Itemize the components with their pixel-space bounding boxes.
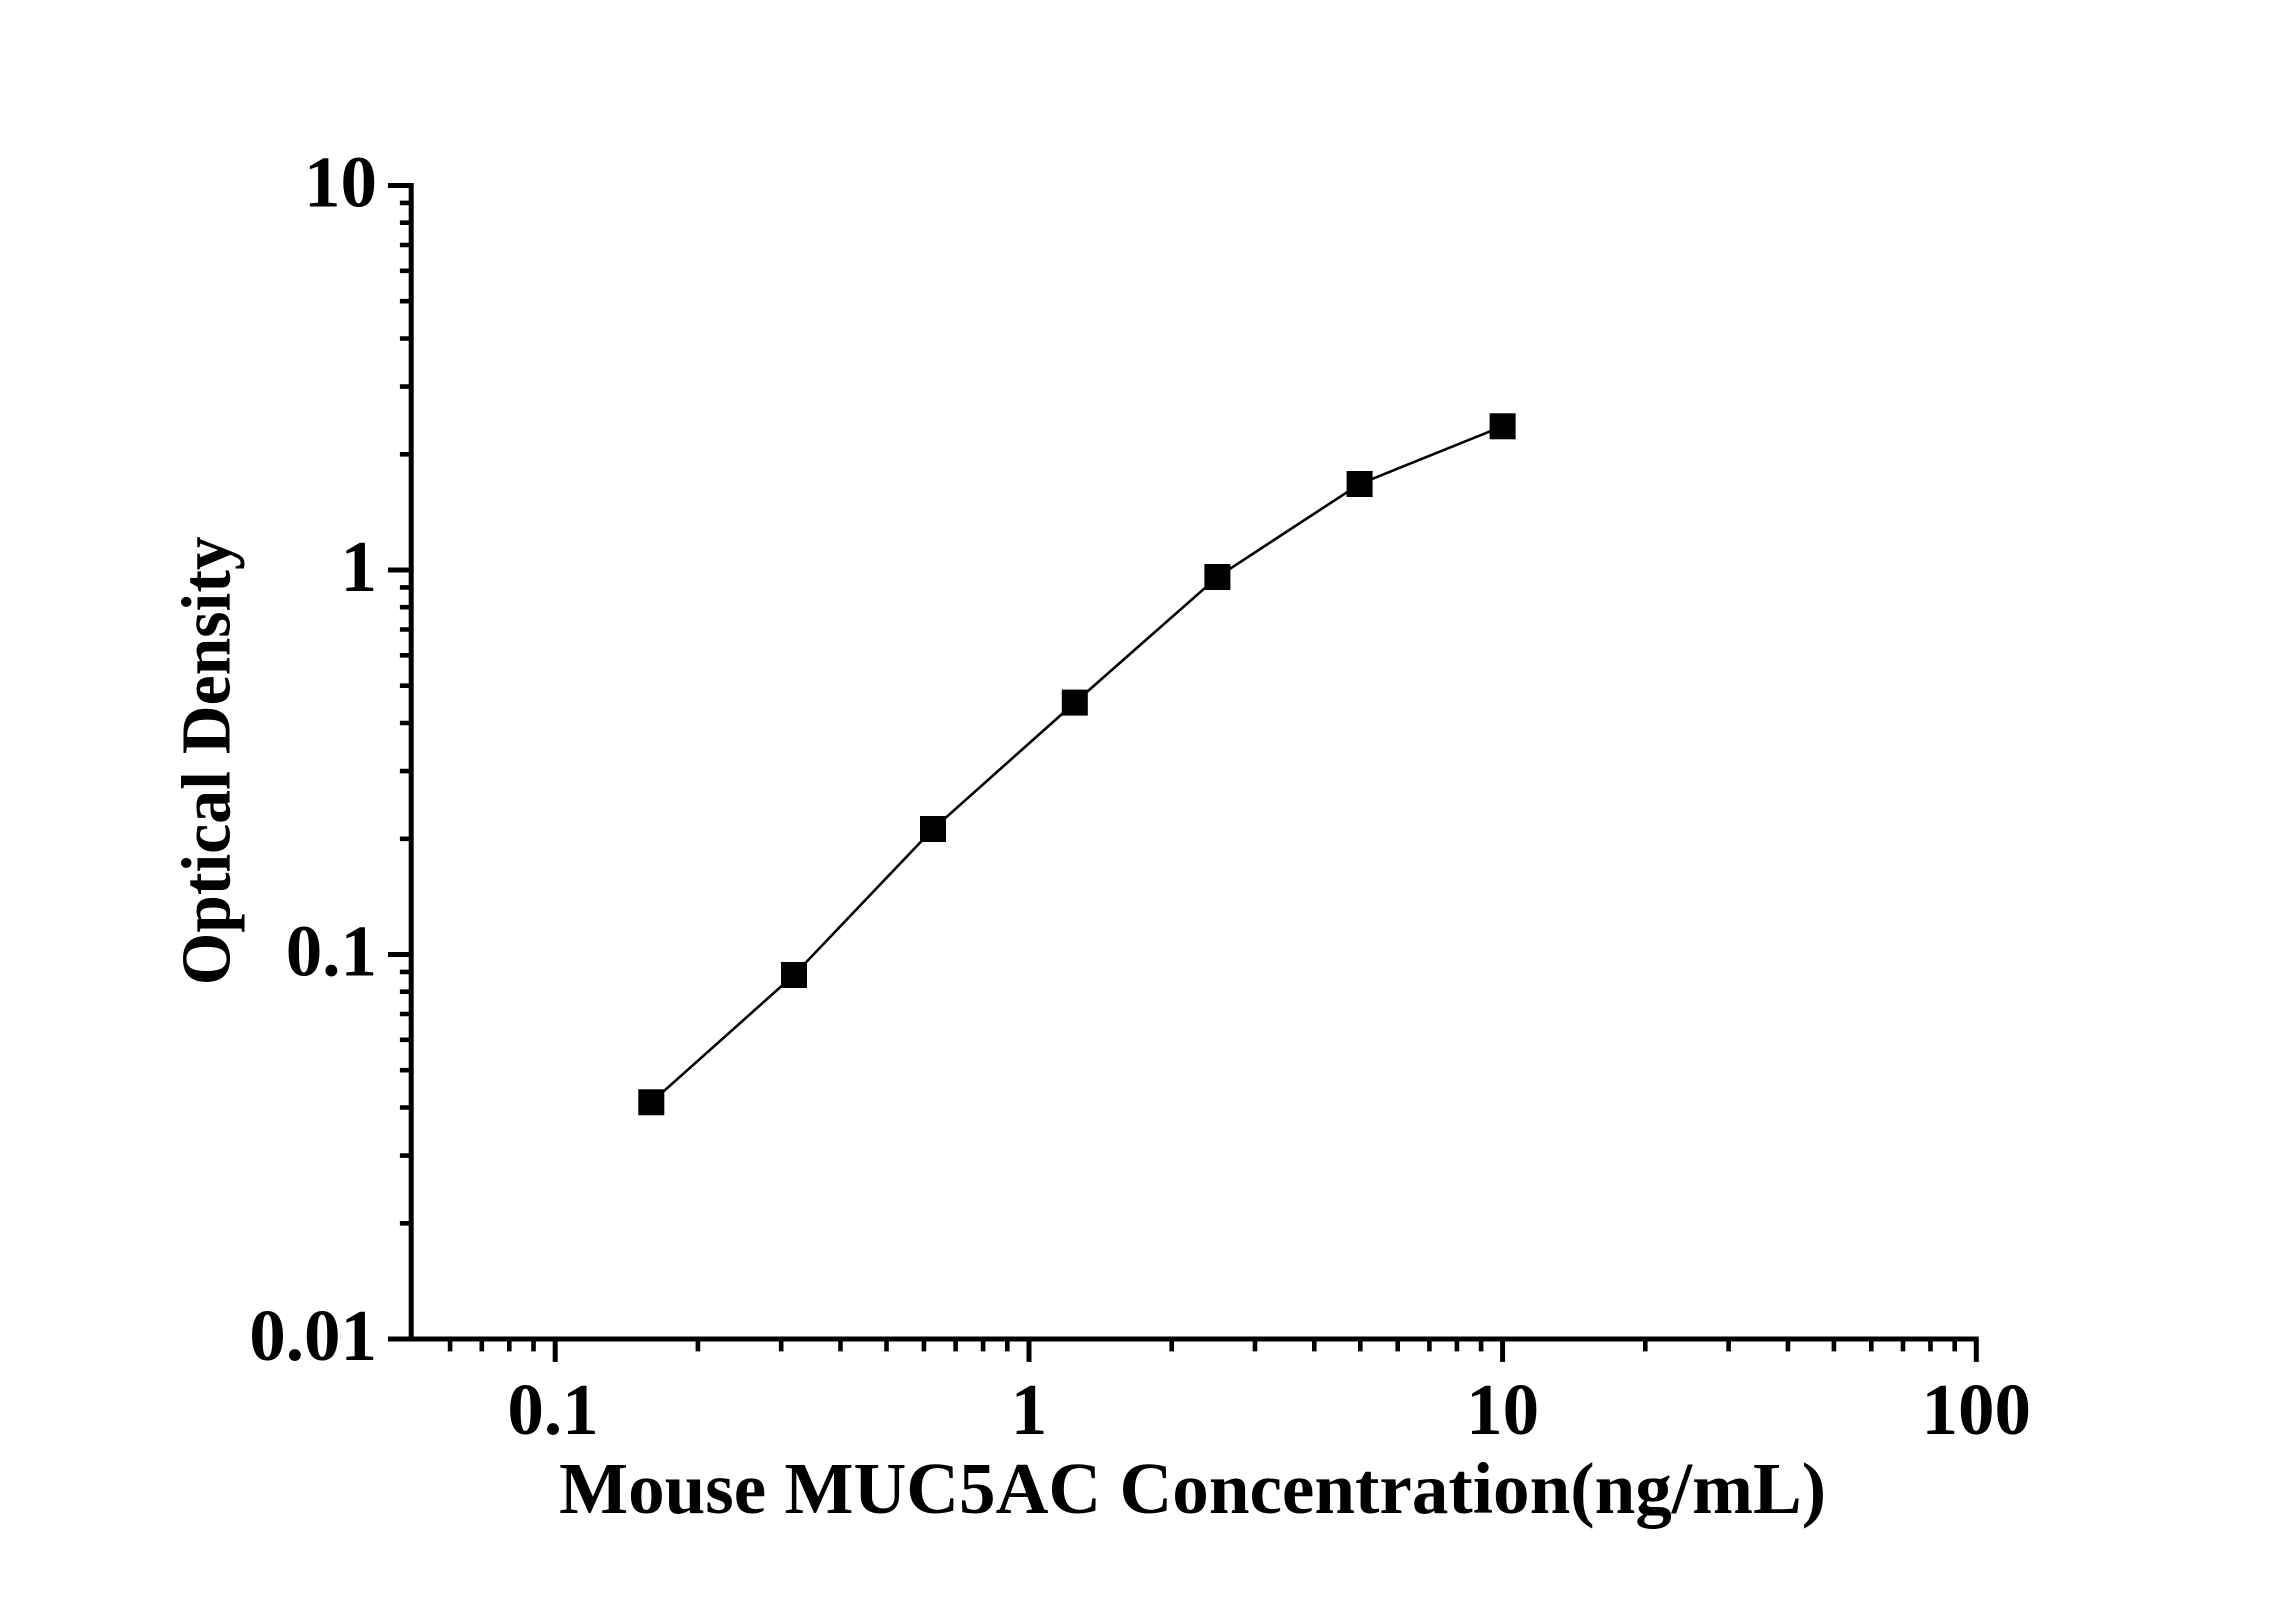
svg-text:0.01: 0.01 [249, 1295, 377, 1376]
svg-text:100: 100 [1922, 1369, 2032, 1450]
svg-text:10: 10 [304, 142, 377, 223]
svg-text:10: 10 [1466, 1369, 1539, 1450]
svg-text:0.1: 0.1 [507, 1369, 598, 1450]
svg-text:1: 1 [1011, 1369, 1048, 1450]
svg-text:0.1: 0.1 [286, 911, 377, 992]
svg-text:Mouse MUC5AC Concentration(ng/: Mouse MUC5AC Concentration(ng/mL) [559, 1448, 1826, 1529]
svg-text:Optical Density: Optical Density [169, 536, 246, 985]
svg-text:1: 1 [341, 526, 378, 607]
